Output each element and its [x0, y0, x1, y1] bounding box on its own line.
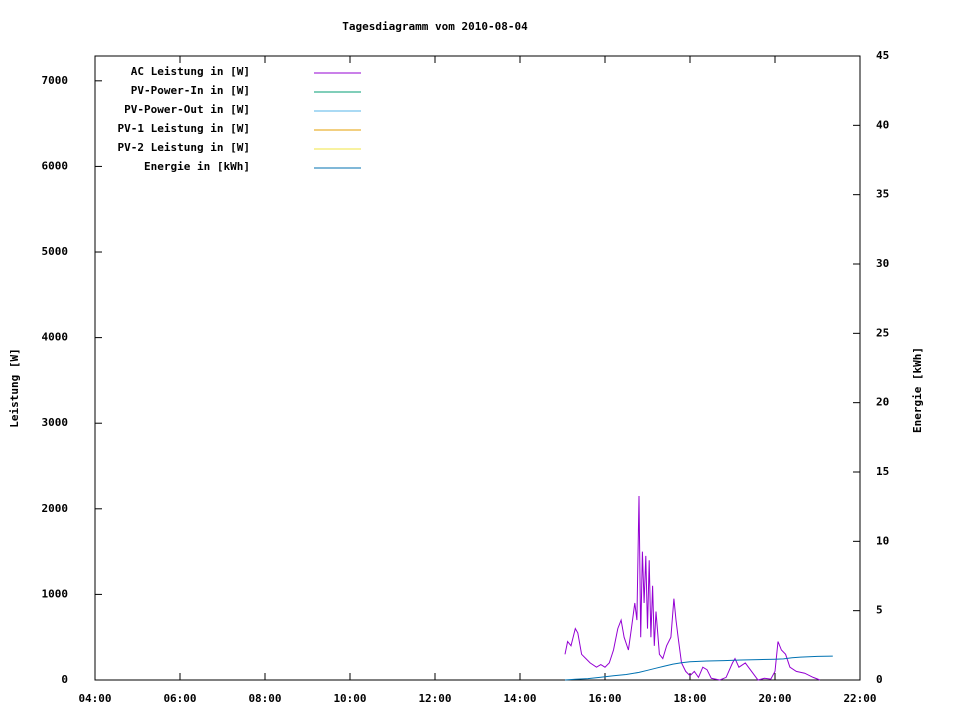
- x-tick-label: 08:00: [248, 692, 281, 705]
- x-tick-label: 18:00: [673, 692, 706, 705]
- x-tick-label: 12:00: [418, 692, 451, 705]
- y2-tick-label: 30: [876, 257, 889, 270]
- y2-tick-label: 5: [876, 604, 883, 617]
- y2-tick-label: 10: [876, 534, 889, 547]
- x-tick-label: 22:00: [843, 692, 876, 705]
- plot-border: [94, 55, 861, 681]
- y-tick-label: 7000: [42, 74, 69, 87]
- y-tick-label: 2000: [42, 502, 69, 515]
- y2-axis-label: Energie [kWh]: [911, 347, 924, 433]
- x-tick-label: 16:00: [588, 692, 621, 705]
- y-tick-label: 4000: [42, 331, 69, 344]
- legend-label: PV-Power-In in [W]: [131, 84, 250, 97]
- y-tick-label: 0: [61, 673, 68, 686]
- series-line: [564, 655, 833, 681]
- x-tick-label: 20:00: [758, 692, 791, 705]
- chart-title: Tagesdiagramm vom 2010-08-04: [342, 20, 528, 33]
- y2-tick-label: 35: [876, 188, 889, 201]
- legend-label: AC Leistung in [W]: [131, 65, 250, 78]
- legend-label: Energie in [kWh]: [144, 160, 250, 173]
- y-tick-label: 6000: [42, 159, 69, 172]
- y-tick-label: 1000: [42, 587, 69, 600]
- y2-tick-label: 45: [876, 49, 889, 62]
- y-tick-label: 3000: [42, 416, 69, 429]
- x-tick-label: 06:00: [163, 692, 196, 705]
- x-tick-label: 14:00: [503, 692, 536, 705]
- y2-tick-label: 0: [876, 673, 883, 686]
- legend-label: PV-Power-Out in [W]: [124, 103, 250, 116]
- y2-tick-label: 20: [876, 396, 889, 409]
- y2-tick-label: 25: [876, 326, 889, 339]
- y-tick-label: 5000: [42, 245, 69, 258]
- x-tick-label: 04:00: [78, 692, 111, 705]
- series-line: [564, 495, 821, 681]
- y2-tick-label: 15: [876, 465, 889, 478]
- legend-label: PV-2 Leistung in [W]: [118, 141, 250, 154]
- y2-tick-label: 40: [876, 118, 889, 131]
- legend-label: PV-1 Leistung in [W]: [118, 122, 250, 135]
- x-tick-label: 10:00: [333, 692, 366, 705]
- y-axis-label: Leistung [W]: [8, 348, 21, 427]
